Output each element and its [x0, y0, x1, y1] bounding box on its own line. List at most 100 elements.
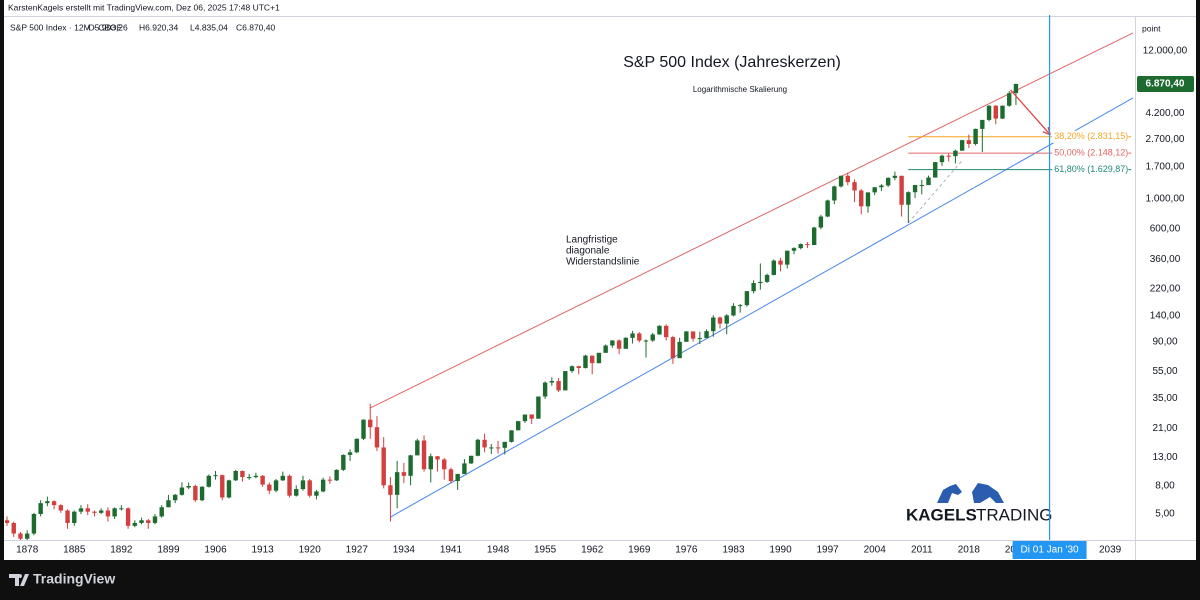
- candle-body: [240, 470, 245, 478]
- logo-bull-icon: [937, 484, 962, 503]
- y-tick-label: 35,00: [1152, 393, 1177, 404]
- y-tick-label: 21,00: [1152, 423, 1177, 434]
- ohlc-low: L4.835,04: [190, 22, 228, 32]
- candle-body: [213, 475, 218, 477]
- candle-body: [589, 355, 595, 364]
- candle-body: [751, 283, 756, 292]
- candle-body: [401, 472, 407, 476]
- trend-line: [907, 160, 963, 224]
- candle-body: [630, 333, 635, 338]
- candle-body: [509, 430, 514, 442]
- candle-body: [946, 155, 951, 157]
- y-tick-label: 13,00: [1152, 452, 1177, 463]
- candle-body: [354, 438, 359, 453]
- candle-body: [462, 463, 467, 474]
- candle-body: [166, 500, 171, 508]
- candle-body: [1013, 83, 1019, 94]
- fib-label-bg: [1052, 163, 1127, 176]
- x-tick-label: 1934: [393, 545, 416, 556]
- ohlc-open: O5.903,26: [88, 22, 128, 32]
- candle-body: [125, 508, 131, 526]
- footer-logo-icon: [9, 574, 29, 586]
- candle-body: [368, 419, 373, 428]
- candle-body: [442, 459, 447, 470]
- candle-body: [300, 480, 306, 490]
- candle-body: [320, 479, 326, 492]
- y-tick-label: 140,00: [1150, 310, 1181, 321]
- candle-body: [408, 455, 413, 476]
- candle-body: [388, 485, 393, 495]
- candle-body: [448, 469, 454, 482]
- candle-body: [825, 200, 830, 217]
- candle-body: [549, 381, 555, 383]
- x-tick-label: 1997: [816, 545, 839, 556]
- candle-body: [186, 486, 191, 488]
- candle-body: [980, 119, 985, 129]
- fib-level-label: 50,00% (2.148,12): [1054, 148, 1128, 158]
- candle-body: [879, 185, 884, 188]
- chart-title: S&P 500 Index (Jahreskerzen): [623, 54, 841, 71]
- candle-body: [556, 381, 561, 391]
- candle-body: [421, 440, 427, 470]
- candle-body: [919, 185, 924, 187]
- candle-body: [65, 510, 70, 523]
- candle-body: [11, 522, 16, 534]
- annotation-line: Widerstandslinie: [566, 257, 640, 268]
- fib-label-bg: [1052, 147, 1127, 160]
- y-tick-label: 90,00: [1152, 337, 1177, 348]
- candle-body: [146, 520, 151, 523]
- ohlc-high: H6.920,34: [139, 22, 178, 32]
- y-tick-label: 55,00: [1152, 366, 1177, 377]
- candle-body: [885, 177, 891, 186]
- x-tick-label: 2039: [1099, 545, 1122, 556]
- candle-body: [260, 475, 265, 485]
- candle-body: [475, 439, 481, 456]
- logo-bold: KAGELS: [906, 505, 977, 524]
- x-tick-label: 1962: [581, 545, 604, 556]
- candle-body: [650, 334, 655, 341]
- x-tick-label: 1969: [628, 545, 651, 556]
- author-line: KarstenKagels erstellt mit TradingView.c…: [8, 2, 280, 12]
- candle-body: [677, 341, 682, 359]
- candle-body: [563, 371, 568, 391]
- candle-body: [933, 162, 938, 178]
- candle-body: [859, 190, 864, 207]
- candle-body: [838, 175, 844, 187]
- candle-body: [85, 508, 90, 512]
- candle-body: [226, 480, 232, 498]
- trend-line: [370, 32, 1134, 409]
- candle-body: [737, 305, 743, 307]
- candle-body: [455, 473, 460, 482]
- candle-body: [906, 192, 911, 205]
- candle-body: [637, 333, 642, 341]
- fib-level-label: 38,20% (2.831,15): [1054, 131, 1128, 141]
- candle-body: [818, 216, 824, 228]
- x-tick-label: 1920: [299, 545, 322, 556]
- last-price-label: 6.870,40: [1146, 79, 1185, 90]
- candle-body: [805, 244, 810, 246]
- footer-logo: TradingView: [9, 571, 115, 587]
- candle-body: [334, 469, 339, 481]
- candle-body: [973, 128, 978, 144]
- candle-body: [616, 340, 622, 349]
- candle-body: [845, 175, 850, 183]
- candle-body: [986, 105, 992, 120]
- candle-body: [643, 340, 649, 342]
- x-tick-label: 1878: [16, 545, 39, 556]
- logo-rest: TRADING: [976, 505, 1053, 524]
- candle-body: [415, 440, 420, 456]
- trend-line: [390, 97, 1134, 518]
- candle-body: [798, 244, 803, 249]
- candle-body: [468, 455, 474, 464]
- candle-body: [18, 533, 23, 539]
- candle-body: [199, 486, 205, 501]
- candle-body: [105, 510, 111, 517]
- candle-body: [966, 140, 972, 144]
- plot-area: 38,20% (2.831,15) 50,00% (2.148,12) 61,80%…: [5, 32, 1134, 540]
- x-tick-label: 2011: [911, 545, 933, 556]
- candle-body: [536, 396, 541, 419]
- fib-level-label: 61,80% (1.629,87): [1054, 164, 1128, 174]
- x-tick-label: 1899: [157, 545, 180, 556]
